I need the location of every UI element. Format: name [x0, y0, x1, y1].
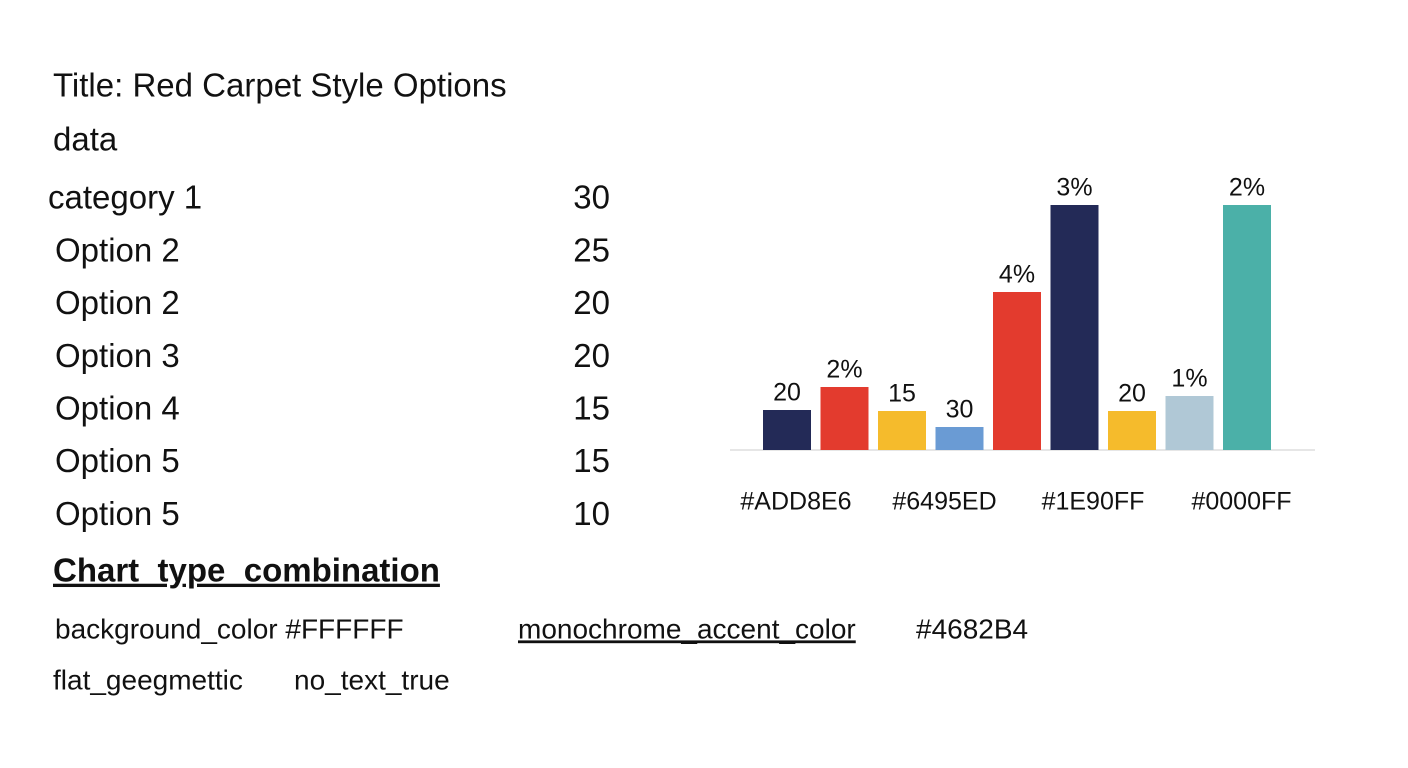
- row-value: 25: [573, 231, 610, 268]
- axis-label: #1E90FF: [1042, 488, 1145, 516]
- bar-annotation: 3%: [1056, 174, 1092, 202]
- row-label: Option 4: [55, 390, 180, 427]
- note: no_text_true: [294, 664, 450, 695]
- note: flat_geegmettic: [53, 664, 243, 695]
- row-value: 30: [573, 179, 610, 216]
- title: Title: Red Carpet Style Options: [53, 67, 507, 104]
- bar-annotation: 2%: [826, 356, 862, 384]
- bar: [820, 387, 869, 450]
- bar: [1108, 411, 1156, 450]
- note: monochrome_accent_color: [518, 613, 856, 644]
- bar: [878, 411, 926, 450]
- bar: [935, 427, 984, 450]
- row-value: 15: [573, 442, 610, 479]
- row-label: Option 2: [55, 231, 180, 268]
- row-label: Option 5: [55, 495, 180, 532]
- row-value: 15: [573, 390, 610, 427]
- axis-label: #0000FF: [1191, 488, 1291, 516]
- row-label: category 1: [48, 179, 202, 216]
- note: background_color #FFFFFF: [55, 613, 404, 644]
- row-label: Option 5: [55, 442, 180, 479]
- subtitle: data: [53, 121, 118, 158]
- bar-annotation: 15: [888, 380, 916, 408]
- axis-label: #ADD8E6: [740, 488, 851, 516]
- bar: [993, 292, 1041, 450]
- bar-annotation: 4%: [999, 261, 1035, 289]
- bar: [1165, 396, 1214, 450]
- bar: [763, 410, 811, 450]
- note: #4682B4: [916, 613, 1028, 644]
- bar-annotation: 1%: [1171, 365, 1207, 393]
- row-value: 10: [573, 495, 610, 532]
- row-value: 20: [573, 337, 610, 374]
- bar-annotation: 20: [773, 379, 801, 407]
- bar: [1223, 205, 1271, 450]
- axis-label: #6495ED: [892, 488, 996, 516]
- row-label: Option 2: [55, 284, 180, 321]
- bar-annotation: 2%: [1229, 174, 1265, 202]
- row-value: 20: [573, 284, 610, 321]
- bar-annotation: 20: [1118, 380, 1146, 408]
- row-label: Option 3: [55, 337, 180, 374]
- bar-annotation: 30: [946, 396, 974, 424]
- bar: [1050, 205, 1099, 450]
- section-heading: Chart_type_combination: [53, 552, 440, 589]
